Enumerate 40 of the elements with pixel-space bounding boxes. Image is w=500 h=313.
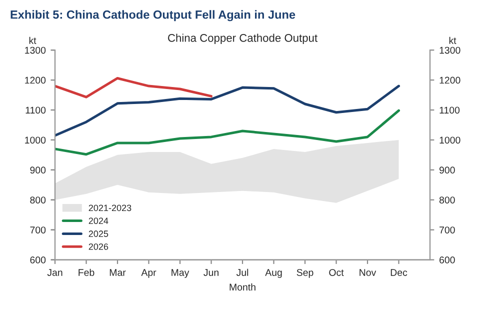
y-tick-label: 1200 bbox=[25, 76, 46, 84]
y2-tick-label: 1200 bbox=[440, 76, 460, 84]
y2-axis-title: kt bbox=[449, 36, 456, 44]
y-tick-label: 700 bbox=[30, 226, 46, 234]
x-tick-label: Dec bbox=[390, 269, 408, 276]
y-tick-label: 900 bbox=[30, 166, 46, 174]
line-series bbox=[55, 84, 400, 137]
y2-tick-label: 600 bbox=[440, 256, 455, 264]
line-series bbox=[55, 109, 400, 156]
legend-label: 2021-2023 bbox=[88, 204, 132, 212]
x-tick-label: Apr bbox=[141, 269, 156, 278]
y2-tick-label: 1000 bbox=[440, 136, 460, 144]
y-tick-label: 600 bbox=[30, 256, 46, 264]
x-tick-label: Sep bbox=[296, 269, 314, 278]
x-tick-label: May bbox=[172, 269, 190, 278]
legend-label: 2026 bbox=[88, 243, 108, 250]
y-axis-title: kt bbox=[29, 36, 36, 44]
x-tick-label: Jun bbox=[204, 269, 218, 276]
chart-title: Exhibit 5: China Cathode Output Fell Again in June bbox=[10, 10, 296, 22]
legend-label: 2025 bbox=[88, 230, 108, 237]
x-tick-label: Mar bbox=[110, 269, 126, 276]
y2-tick-label: 1100 bbox=[440, 106, 460, 114]
x-axis-title: Month bbox=[230, 283, 256, 291]
y2-tick-label: 900 bbox=[439, 166, 455, 174]
y2-tick-label: 800 bbox=[439, 196, 455, 204]
x-tick-label: Aug bbox=[265, 269, 282, 278]
y2-tick-label: 700 bbox=[440, 226, 455, 234]
line-series bbox=[55, 76, 212, 98]
x-tick-label: Jul bbox=[236, 268, 248, 276]
legend-label: 2024 bbox=[88, 218, 108, 224]
y2-tick-label: 1300 bbox=[440, 46, 460, 54]
y-tick-label: 1100 bbox=[26, 106, 46, 114]
x-tick-label: Feb bbox=[78, 268, 94, 276]
y-tick-label: 1300 bbox=[25, 46, 46, 54]
y-tick-label: 800 bbox=[30, 196, 46, 204]
x-tick-label: Jan bbox=[47, 269, 62, 276]
x-tick-label: Oct bbox=[329, 269, 344, 276]
chart-subtitle: China Copper Cathode Output bbox=[168, 34, 318, 44]
y-tick-label: 1000 bbox=[25, 136, 46, 144]
x-tick-label: Nov bbox=[360, 269, 376, 276]
